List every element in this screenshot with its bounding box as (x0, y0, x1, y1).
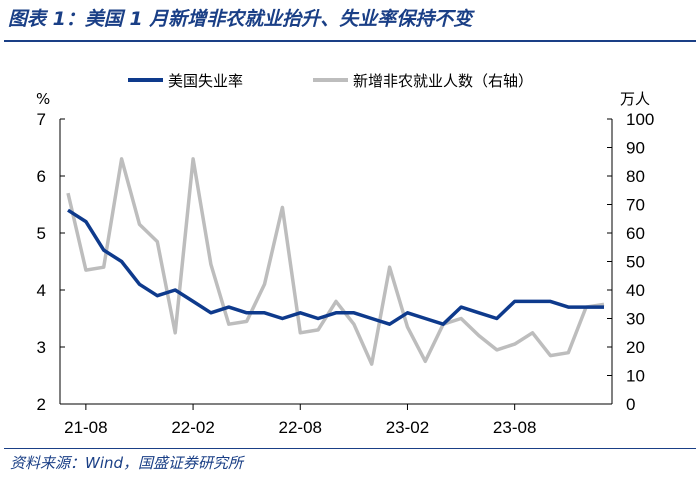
left-axis-ticks: 2 3 4 5 6 7 (37, 110, 65, 414)
left-tick-label: 5 (37, 224, 46, 243)
line-chart: 2 3 4 5 6 7 0 10 20 30 40 50 60 70 80 90 100 21-08 22-02… (36, 72, 654, 437)
legend-label-payrolls: 新增非农就业人数（右轴） (353, 72, 533, 90)
right-tick-label: 80 (626, 167, 645, 186)
right-tick-label: 70 (626, 196, 645, 215)
right-tick-label: 90 (626, 139, 645, 158)
x-tick-label: 22-08 (279, 418, 322, 437)
series-line-unemployment (67, 208, 604, 326)
source-note: 资料来源：Wind，国盛证券研究所 (10, 454, 244, 472)
right-tick-label: 100 (626, 110, 654, 129)
left-tick-label: 3 (37, 338, 46, 357)
left-tick-label: 2 (37, 395, 46, 414)
right-tick-label: 50 (626, 253, 645, 272)
series-line-payrolls (66, 157, 605, 366)
x-axis-ticks: 21-08 22-02 22-08 23-02 23-08 (64, 404, 536, 437)
x-tick-label: 23-02 (386, 418, 429, 437)
right-tick-label: 60 (626, 224, 645, 243)
right-tick-label: 20 (626, 338, 645, 357)
left-tick-label: 4 (37, 281, 46, 300)
right-axis-ticks: 0 10 20 30 40 50 60 70 80 90 100 (607, 110, 654, 414)
x-tick-label: 22-02 (171, 418, 214, 437)
legend-label-unemployment: 美国失业率 (168, 72, 243, 90)
figure-title: 图表 1：美国 1 月新增非农就业抬升、失业率保持不变 (8, 8, 473, 30)
title-rule (4, 40, 696, 42)
left-axis-unit: % (36, 90, 50, 108)
left-tick-label: 7 (37, 110, 46, 129)
x-tick-label: 23-08 (493, 418, 536, 437)
right-tick-label: 40 (626, 281, 645, 300)
left-tick-label: 6 (37, 167, 46, 186)
right-tick-label: 0 (626, 395, 635, 414)
right-axis-unit: 万人 (620, 90, 650, 108)
footer-rule (4, 448, 696, 449)
right-tick-label: 10 (626, 367, 645, 386)
x-tick-label: 21-08 (64, 418, 107, 437)
legend: 美国失业率 新增非农就业人数（右轴） (128, 72, 533, 90)
right-tick-label: 30 (626, 310, 645, 329)
